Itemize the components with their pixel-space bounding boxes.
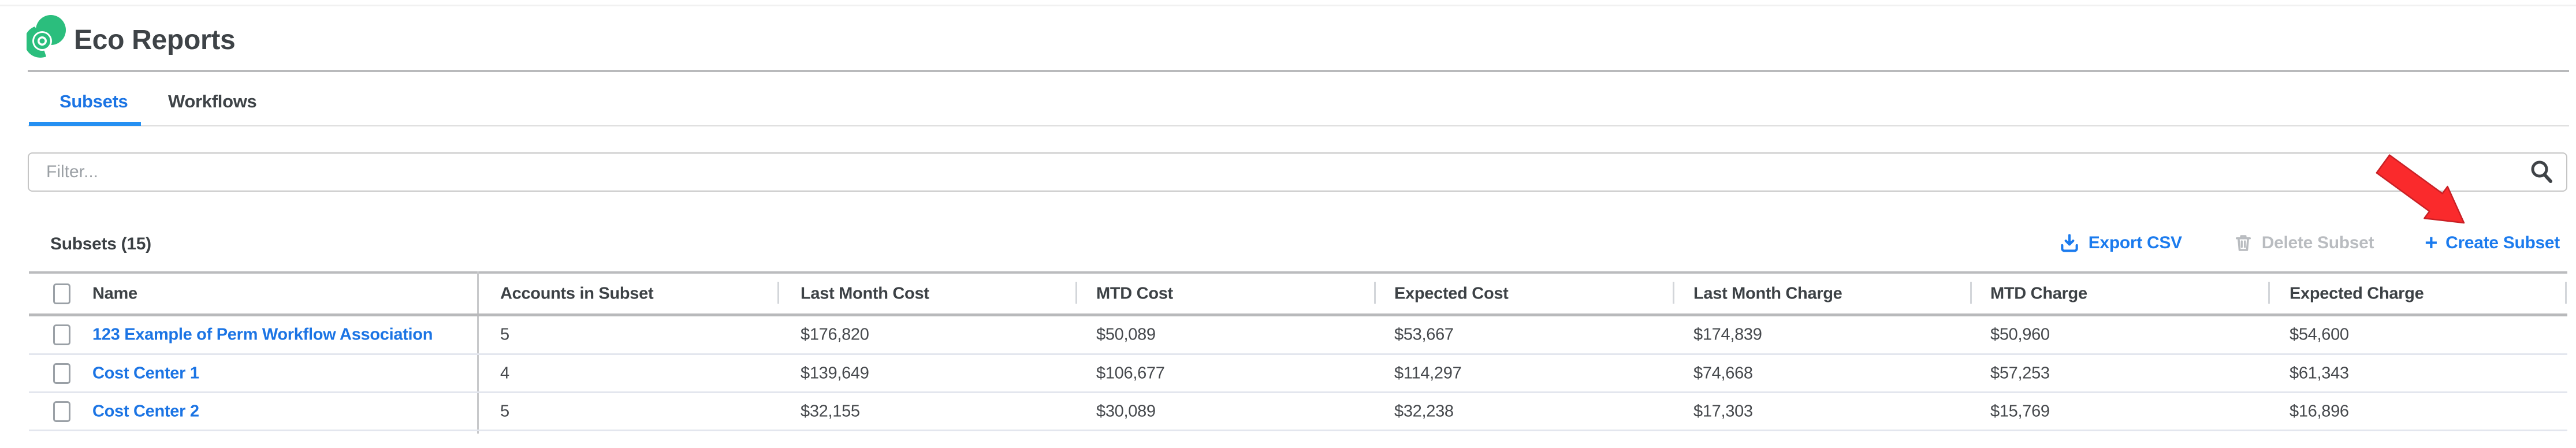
column-divider-tick xyxy=(1374,282,1376,304)
expected-cost-cell: $114,297 xyxy=(1394,364,1462,383)
last-month-cost-cell: $139,649 xyxy=(801,364,869,383)
accounts-cell: 5 xyxy=(500,325,509,344)
column-divider-tick xyxy=(2565,282,2567,304)
column-header-accounts[interactable]: Accounts in Subset xyxy=(500,284,654,303)
column-header-last-month-cost[interactable]: Last Month Cost xyxy=(801,284,929,303)
column-header-mtd-cost[interactable]: MTD Cost xyxy=(1096,284,1173,303)
last-month-charge-cell: $74,668 xyxy=(1693,364,1753,383)
column-divider-tick xyxy=(1075,282,1077,304)
name-column-divider xyxy=(477,271,479,434)
accounts-cell: 4 xyxy=(500,364,509,383)
table-row[interactable]: Cost Center 2 5 $32,155 $30,089 $32,238 … xyxy=(29,393,2567,430)
table-header-row: Name Accounts in Subset Last Month Cost … xyxy=(29,274,2567,313)
mtd-charge-cell: $57,253 xyxy=(1990,364,2050,383)
accounts-cell: 5 xyxy=(500,402,509,421)
create-subset-label: Create Subset xyxy=(2445,233,2560,252)
column-header-mtd-charge[interactable]: MTD Charge xyxy=(1990,284,2087,303)
last-month-charge-cell: $17,303 xyxy=(1693,402,1753,421)
expected-cost-cell: $53,667 xyxy=(1394,325,1454,344)
expected-charge-cell: $61,343 xyxy=(2290,364,2349,383)
row-checkbox[interactable] xyxy=(53,401,70,422)
tabs-baseline xyxy=(28,125,2569,126)
download-icon xyxy=(2060,234,2078,252)
table-row[interactable]: Cost Center 1 4 $139,649 $106,677 $114,2… xyxy=(29,355,2567,392)
column-divider-tick xyxy=(1673,282,1674,304)
search-icon[interactable] xyxy=(2529,158,2555,186)
plus-icon: + xyxy=(2425,231,2438,255)
last-month-charge-cell: $174,839 xyxy=(1693,325,1762,344)
subset-name-link[interactable]: 123 Example of Perm Workflow Association xyxy=(92,325,433,344)
row-separator xyxy=(29,430,2567,431)
table-actions: Export CSV Delete Subset + Create Subset xyxy=(2058,232,2560,254)
page-title: Eco Reports xyxy=(74,25,236,55)
active-tab-underline xyxy=(29,122,141,126)
column-header-expected-cost[interactable]: Expected Cost xyxy=(1394,284,1509,303)
header-divider xyxy=(28,70,2569,72)
column-divider-tick xyxy=(777,282,779,304)
subsets-table: Name Accounts in Subset Last Month Cost … xyxy=(29,271,2567,439)
expected-cost-cell: $32,238 xyxy=(1394,402,1454,421)
table-top-border xyxy=(29,271,2567,274)
top-divider xyxy=(0,5,2576,6)
mtd-cost-cell: $30,089 xyxy=(1096,402,1156,421)
subset-name-link[interactable]: Cost Center 1 xyxy=(92,364,199,383)
trash-icon xyxy=(2235,235,2251,251)
table-row[interactable]: 123 Example of Perm Workflow Association… xyxy=(29,316,2567,353)
column-header-expected-charge[interactable]: Expected Charge xyxy=(2290,284,2424,303)
tab-subsets[interactable]: Subsets xyxy=(59,91,128,111)
export-csv-label: Export CSV xyxy=(2088,233,2182,252)
mtd-charge-cell: $50,960 xyxy=(1990,325,2050,344)
eco-logo-icon xyxy=(27,15,66,58)
tab-workflows[interactable]: Workflows xyxy=(168,91,257,111)
section-title: Subsets (15) xyxy=(50,234,151,253)
last-month-cost-cell: $32,155 xyxy=(801,402,860,421)
filter-input[interactable] xyxy=(28,152,2567,192)
delete-subset-button[interactable]: Delete Subset xyxy=(2233,232,2374,254)
mtd-cost-cell: $106,677 xyxy=(1096,364,1165,383)
table-header-border xyxy=(29,313,2567,316)
row-separator xyxy=(29,353,2567,355)
select-all-checkbox[interactable] xyxy=(53,283,70,304)
row-separator xyxy=(29,391,2567,393)
row-checkbox[interactable] xyxy=(53,324,70,345)
column-header-last-month-charge[interactable]: Last Month Charge xyxy=(1693,284,1842,303)
column-divider-tick xyxy=(1970,282,1972,304)
row-checkbox[interactable] xyxy=(53,363,70,384)
expected-charge-cell: $54,600 xyxy=(2290,325,2349,344)
column-divider-tick xyxy=(2268,282,2270,304)
last-month-cost-cell: $176,820 xyxy=(801,325,869,344)
mtd-charge-cell: $15,769 xyxy=(1990,402,2050,421)
create-subset-button[interactable]: + Create Subset xyxy=(2425,231,2560,255)
export-csv-button[interactable]: Export CSV xyxy=(2058,232,2182,254)
delete-subset-label: Delete Subset xyxy=(2261,233,2374,252)
column-header-name[interactable]: Name xyxy=(92,284,137,303)
expected-charge-cell: $16,896 xyxy=(2290,402,2349,421)
mtd-cost-cell: $50,089 xyxy=(1096,325,1156,344)
subset-name-link[interactable]: Cost Center 2 xyxy=(92,402,199,421)
